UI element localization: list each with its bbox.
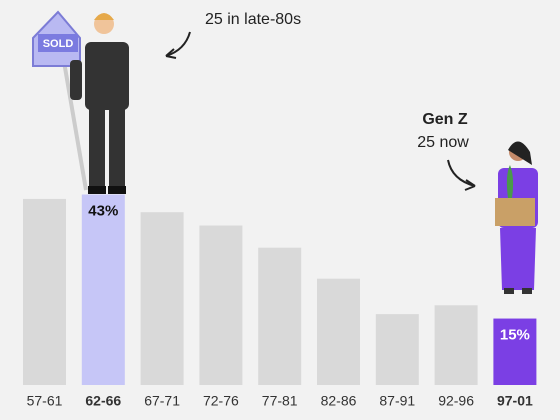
bar — [81, 194, 125, 385]
bar — [434, 305, 478, 385]
annotation: 25 in late-80s — [205, 11, 301, 28]
x-tick-label: 67-71 — [144, 393, 180, 409]
arrow — [165, 31, 191, 57]
arrow-head — [165, 48, 177, 59]
value-label: 43% — [88, 202, 118, 219]
bar — [375, 314, 419, 385]
bar — [199, 225, 243, 385]
x-tick-label: 97-01 — [497, 393, 533, 409]
bar — [23, 198, 66, 385]
x-tick-label: 72-76 — [203, 393, 239, 409]
svg-text:SOLD: SOLD — [43, 38, 74, 50]
annotation: Gen Z — [422, 111, 468, 128]
bar — [140, 212, 184, 385]
annotation: 25 now — [417, 134, 469, 151]
bar — [493, 318, 537, 385]
x-tick-label: 77-81 — [262, 393, 298, 409]
x-tick-label: 57-61 — [27, 393, 63, 409]
bar — [317, 278, 360, 385]
value-label: 15% — [500, 327, 530, 344]
bar — [258, 247, 302, 385]
x-tick-label: 87-91 — [379, 393, 415, 409]
arrow — [447, 159, 476, 187]
woman-illustration — [495, 141, 538, 294]
man-illustration: SOLD — [32, 10, 129, 194]
x-tick-label: 92-96 — [438, 393, 474, 409]
arrow-head — [464, 179, 476, 191]
x-tick-label: 62-66 — [85, 393, 121, 409]
x-tick-label: 82-86 — [321, 393, 357, 409]
